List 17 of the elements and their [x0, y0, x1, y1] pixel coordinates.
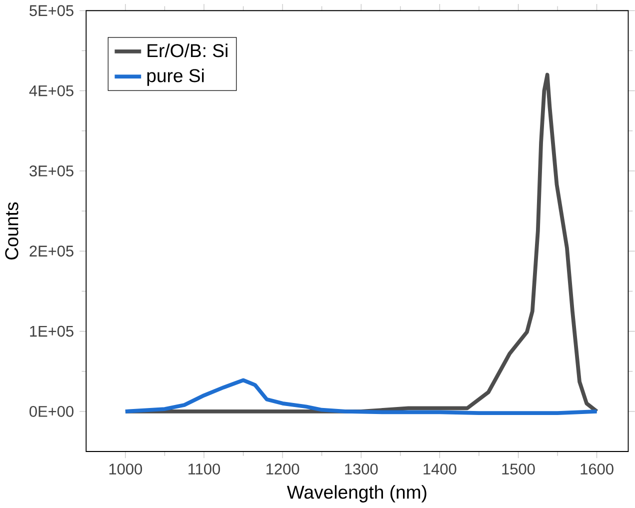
y-tick-label: 1E+05 [30, 326, 74, 337]
legend-label: pure Si [147, 68, 204, 86]
x-axis-title: Wavelength (nm) [286, 485, 426, 503]
x-tick-label: 1100 [188, 464, 220, 475]
x-tick-label: 1400 [424, 464, 456, 475]
x-tick-label: 1600 [580, 464, 614, 475]
y-tick-label: 0E+00 [30, 406, 74, 418]
x-tick-label: 1500 [502, 464, 535, 475]
y-tick-label: 5E+05 [30, 5, 74, 16]
y-tick-label: 3E+05 [30, 166, 74, 177]
y-tick-label: 2E+05 [30, 246, 74, 257]
x-tick-label: 1300 [345, 464, 378, 475]
x-tick-label: 1200 [266, 464, 300, 475]
legend-label: Er/O/B: Si [148, 44, 228, 58]
y-tick-label: 4E+05 [29, 86, 74, 96]
x-tick-label: 1000 [109, 464, 142, 475]
y-axis-title: Counts [5, 202, 18, 260]
